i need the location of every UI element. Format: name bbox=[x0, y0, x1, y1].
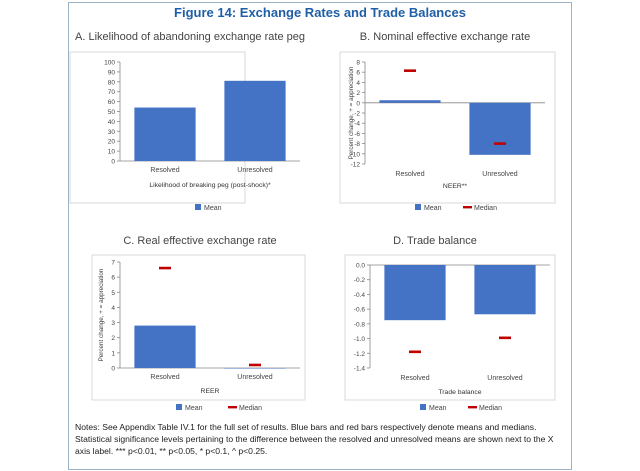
panel-d-title: D. Trade balance bbox=[393, 235, 477, 247]
chart-b-ytick-label: 8 bbox=[356, 60, 360, 67]
chart-d-legend-mean-swatch bbox=[420, 404, 426, 410]
chart-c-ytick-label: 3 bbox=[111, 320, 115, 327]
chart-d-legend-median: Median bbox=[479, 405, 502, 412]
chart-a-ytick-label: 60 bbox=[108, 99, 116, 106]
chart-b-ytick-label: 2 bbox=[356, 90, 360, 97]
chart-b-frame bbox=[339, 51, 556, 204]
chart-d-frame bbox=[344, 254, 556, 401]
chart-c-y-label: Percent change, + = appreciation bbox=[98, 268, 105, 361]
chart-b-legend-mean-swatch bbox=[415, 204, 421, 210]
chart-c-ytick-label: 0 bbox=[111, 366, 115, 373]
chart-c-ytick-label: 4 bbox=[111, 305, 115, 312]
chart-a-ytick-label: 40 bbox=[108, 119, 116, 126]
chart-a-ytick-label: 100 bbox=[104, 60, 115, 67]
chart-b-ytick-label: -4 bbox=[354, 121, 360, 128]
chart-d-category-label: Resolved bbox=[400, 375, 429, 382]
chart-c-x-label: REER bbox=[201, 388, 220, 395]
chart-d-ytick-label: -0.4 bbox=[354, 292, 366, 299]
chart-b-legend-median: Median bbox=[474, 205, 497, 212]
chart-c-ytick-label: 2 bbox=[111, 335, 115, 342]
chart-a-ytick-label: 30 bbox=[108, 129, 116, 136]
chart-a-ytick-label: 20 bbox=[108, 139, 116, 146]
chart-a-category-label: Resolved bbox=[150, 167, 179, 174]
chart-b-ytick-label: -12 bbox=[351, 162, 361, 169]
chart-b-bar-mean-resolved bbox=[379, 100, 441, 103]
chart-a-bar-mean-resolved bbox=[134, 107, 196, 161]
chart-a-ytick-label: 90 bbox=[108, 69, 116, 76]
chart-b-bar-mean-unresolved bbox=[469, 102, 531, 155]
chart-c-bar-mean-resolved bbox=[134, 325, 196, 368]
chart-d-ytick-label: -0.6 bbox=[354, 307, 366, 314]
chart-c-frame bbox=[91, 254, 306, 401]
chart-c-category-label: Unresolved bbox=[237, 374, 273, 381]
chart-a-x-label: Likelihood of breaking peg (post-shock)* bbox=[149, 182, 271, 189]
chart-a-legend-mean-swatch bbox=[195, 204, 201, 210]
chart-d-bar-mean-resolved bbox=[384, 265, 446, 321]
chart-a-bar-mean-unresolved bbox=[224, 80, 286, 161]
chart-b-category-label: Resolved bbox=[395, 171, 424, 178]
chart-d-x-label: Trade balance bbox=[438, 389, 481, 396]
chart-c-median-marker-unresolved bbox=[249, 363, 261, 367]
chart-b-ytick-label: 6 bbox=[356, 70, 360, 77]
chart-c-legend-mean: Mean bbox=[185, 405, 203, 412]
figure-frame bbox=[68, 2, 572, 470]
chart-c-median-marker-resolved bbox=[159, 266, 171, 270]
chart-c-legend-median-swatch bbox=[228, 406, 237, 409]
chart-b-median-marker-unresolved bbox=[494, 142, 506, 145]
chart-d-ytick-label: -1.4 bbox=[354, 366, 366, 373]
chart-c-legend-median: Median bbox=[239, 405, 262, 412]
chart-b-y-label: Percent change, + = appreciation bbox=[348, 66, 355, 159]
chart-c-bar-mean-unresolved bbox=[224, 368, 286, 369]
chart-b-ytick-label: 4 bbox=[356, 80, 360, 87]
chart-d-category-label: Unresolved bbox=[487, 375, 523, 382]
chart-b-median-marker-resolved bbox=[404, 69, 416, 72]
chart-c-ytick-label: 7 bbox=[111, 260, 115, 267]
chart-d-legend-median-swatch bbox=[468, 406, 477, 409]
chart-a-category-label: Unresolved bbox=[237, 167, 273, 174]
panel-a-title: A. Likelihood of abandoning exchange rat… bbox=[75, 31, 305, 43]
chart-b-x-label: NEER** bbox=[443, 183, 468, 190]
chart-b-legend-mean: Mean bbox=[424, 205, 442, 212]
chart-c-legend-mean-swatch bbox=[176, 404, 182, 410]
chart-a-ytick-label: 80 bbox=[108, 79, 116, 86]
chart-d-ytick-label: -1.2 bbox=[354, 351, 366, 358]
chart-d-ytick-label: -0.8 bbox=[354, 321, 366, 328]
chart-b-category-label: Unresolved bbox=[482, 171, 518, 178]
chart-c-ytick-label: 1 bbox=[111, 350, 115, 357]
figure-notes: Notes: See Appendix Table IV.1 for the f… bbox=[75, 422, 554, 456]
chart-a-ytick-label: 0 bbox=[111, 159, 115, 166]
chart-b-ytick-label: -10 bbox=[351, 151, 361, 158]
chart-a-ytick-label: 70 bbox=[108, 89, 116, 96]
chart-c-ytick-label: 5 bbox=[111, 290, 115, 297]
chart-c-ytick-label: 6 bbox=[111, 275, 115, 282]
chart-b-ytick-label: -2 bbox=[354, 111, 360, 118]
chart-d-legend-mean: Mean bbox=[429, 405, 447, 412]
chart-a-ytick-label: 50 bbox=[108, 109, 116, 116]
chart-b-ytick-label: 0 bbox=[356, 100, 360, 107]
chart-b-ytick-label: -8 bbox=[354, 141, 360, 148]
chart-d-ytick-label: -0.2 bbox=[354, 277, 366, 284]
chart-b-ytick-label: -6 bbox=[354, 131, 360, 138]
chart-d-ytick-label: -1.0 bbox=[354, 336, 366, 343]
chart-d-median-marker-unresolved bbox=[499, 336, 511, 340]
chart-c-category-label: Resolved bbox=[150, 374, 179, 381]
chart-d-median-marker-resolved bbox=[409, 350, 421, 354]
chart-a-ytick-label: 10 bbox=[108, 149, 116, 156]
panel-b-title: B. Nominal effective exchange rate bbox=[359, 31, 531, 43]
chart-d-ytick-label: 0.0 bbox=[356, 263, 365, 270]
figure-title: Figure 14: Exchange Rates and Trade Bala… bbox=[174, 5, 466, 20]
chart-a-legend-mean: Mean bbox=[204, 205, 222, 212]
chart-d-bar-mean-unresolved bbox=[474, 265, 536, 315]
panel-c-title: C. Real effective exchange rate bbox=[123, 235, 277, 247]
chart-b-legend-median-swatch bbox=[463, 206, 472, 209]
